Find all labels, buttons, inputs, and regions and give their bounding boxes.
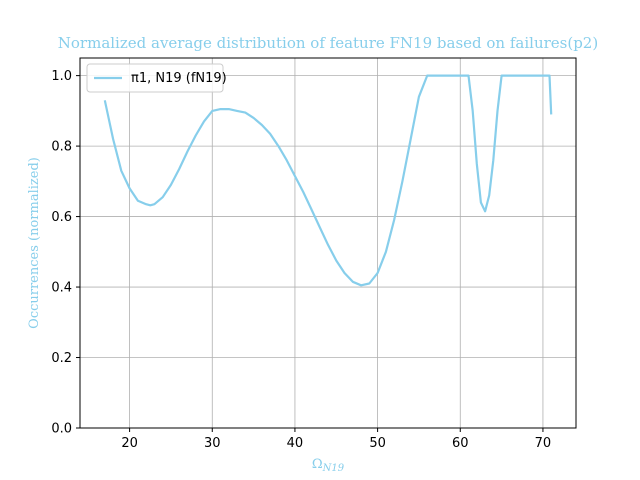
y-axis-label: Occurrences (normalized) [27,157,42,329]
y-tick-label: 0.4 [51,281,72,296]
legend-box [86,63,224,93]
x-axis-label-main: Ω [312,457,323,472]
x-axis-label-sub: N19 [322,463,345,474]
y-tick-label: 0.8 [51,140,72,155]
x-tick-label: 30 [204,436,221,451]
y-tick-label: 0.2 [51,351,72,366]
y-tick-label: 0.6 [51,210,72,225]
x-axis-ticks: 20 30 40 50 60 70 [121,428,551,451]
x-tick-label: 50 [369,436,386,451]
y-axis-ticks: 0.0 0.2 0.4 0.6 0.8 1.0 [51,69,80,437]
x-tick-label: 20 [121,436,138,451]
x-tick-label: 40 [287,436,304,451]
x-axis-label: ΩN19 [312,457,345,474]
x-tick-label: 60 [452,436,469,451]
chart-title: Normalized average distribution of featu… [58,34,598,52]
y-tick-label: 1.0 [51,69,72,84]
x-tick-label: 70 [535,436,552,451]
plot-frame [79,57,577,429]
y-tick-label: 0.0 [51,422,72,437]
legend: π1, N19 (fN19) [86,63,227,93]
series-line-pi1 [103,74,553,287]
legend-label: π1, N19 (fN19) [131,71,227,86]
